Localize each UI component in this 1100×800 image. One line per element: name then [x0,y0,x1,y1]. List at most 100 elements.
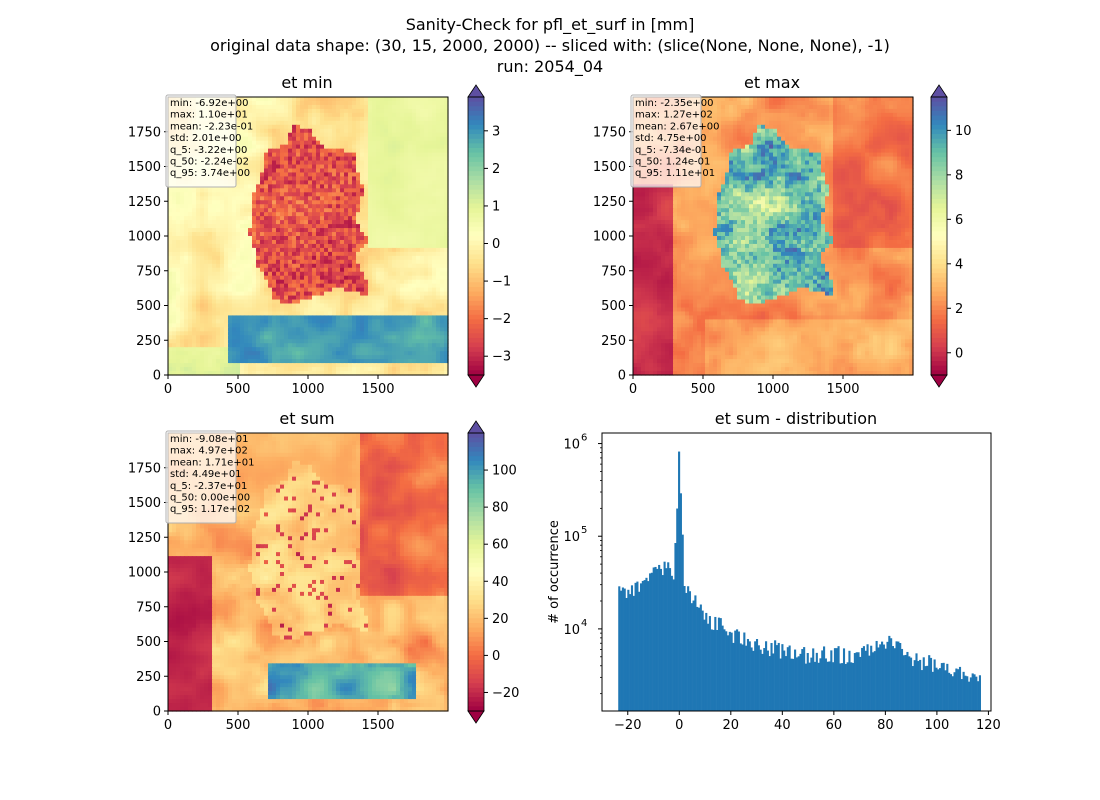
heatmap-cell [168,243,173,249]
heatmap-cell [168,303,173,309]
heatmap-cell [324,160,329,166]
heatmap-cell [256,267,261,273]
heatmap-cell [344,200,349,205]
heatmap-cell [436,343,441,348]
heatmap-cell [256,335,261,340]
heatmap-cell [332,259,337,265]
heatmap-cell [416,97,421,102]
heatmap-cell [372,176,377,181]
heatmap-cell [432,371,437,376]
heatmap-cell [236,315,241,320]
heatmap-cell [384,259,389,265]
heatmap-cell [244,164,249,170]
heatmap-cell [292,224,297,229]
heatmap-cell [312,168,317,174]
heatmap-cell [392,104,397,110]
heatmap-cell [360,168,365,174]
heatmap-cell [208,275,213,281]
heatmap-cell [240,104,245,110]
heatmap-cell [328,216,333,221]
heatmap-cell [304,168,309,174]
heatmap-cell [404,184,409,189]
heatmap-cell [404,172,409,178]
heatmap-cell [432,192,437,197]
heatmap-cell [276,291,281,297]
heatmap-cell [188,307,193,313]
heatmap-cell [388,196,393,201]
heatmap-cell [236,212,241,217]
heatmap-cell [216,251,221,257]
heatmap-cell [348,331,353,336]
heatmap-cell [424,132,429,138]
heatmap-cell [360,104,365,110]
heatmap-cell [352,267,357,273]
heatmap-cell [184,243,189,249]
heatmap-cell [436,311,441,317]
heatmap-cell [288,363,293,368]
heatmap-cell [220,255,225,261]
heatmap-cell [444,160,449,166]
heatmap-cell [364,160,369,166]
heatmap-cell [256,255,261,261]
heatmap-cell [196,263,201,269]
heatmap-cell [196,283,201,289]
heatmap-cell [228,271,233,277]
heatmap-cell [352,295,357,301]
heatmap-cell [240,120,245,126]
heatmap-cell [272,172,277,178]
heatmap-cell [436,204,441,209]
heatmap-cell [256,108,261,114]
heatmap-cell [348,323,353,328]
heatmap-cell [232,239,237,245]
heatmap-cell [384,184,389,189]
heatmap-cell [372,279,377,285]
heatmap-cell [392,160,397,166]
heatmap-cell [316,148,321,154]
heatmap-cell [232,299,237,305]
heatmap-cell [396,236,401,241]
heatmap-cell [412,275,417,281]
heatmap-cell [432,108,437,114]
heatmap-cell [304,239,309,245]
heatmap-cell [280,299,285,305]
heatmap-cell [412,339,417,344]
heatmap-cell [252,299,257,305]
heatmap-cell [436,371,441,376]
heatmap-cell [232,267,237,273]
heatmap-cell [392,355,397,360]
heatmap-cell [188,224,193,229]
heatmap-cell [408,144,413,150]
heatmap-cell [380,208,385,213]
heatmap-cell [312,263,317,269]
heatmap-cell [316,112,321,118]
heatmap-cell [252,307,257,313]
heatmap-cell [364,371,369,376]
heatmap-cell [276,148,281,154]
heatmap-cell [412,216,417,221]
heatmap-cell [284,212,289,217]
heatmap-cell [256,168,261,174]
heatmap-cell [284,307,289,313]
heatmap-cell [196,196,201,201]
heatmap-cell [432,291,437,297]
heatmap-cell [172,255,177,261]
heatmap-cell [444,224,449,229]
heatmap-cell [368,251,373,257]
heatmap-cell [304,343,309,348]
heatmap-cell [316,97,321,102]
heatmap-cell [336,331,341,336]
heatmap-cell [248,148,253,154]
heatmap-cell [332,228,337,233]
heatmap-cell [280,371,285,376]
heatmap-cell [356,204,361,209]
heatmap-cell [376,172,381,178]
heatmap-cell [292,132,297,138]
heatmap-cell [392,232,397,237]
heatmap-cell [188,259,193,265]
heatmap-cell [416,132,421,138]
heatmap-cell [380,307,385,313]
heatmap-cell [284,236,289,241]
heatmap-cell [320,299,325,305]
heatmap-cell [392,295,397,301]
heatmap-cell [364,212,369,217]
